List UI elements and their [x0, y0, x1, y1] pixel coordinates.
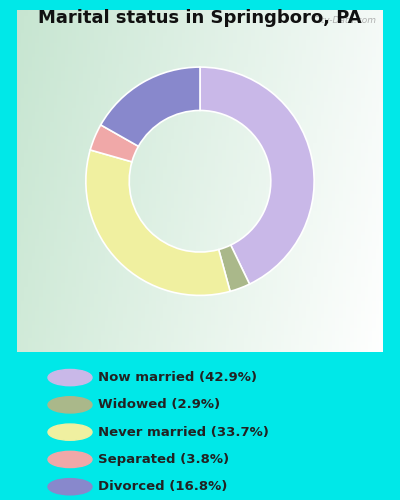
Circle shape	[48, 397, 92, 413]
Circle shape	[48, 424, 92, 440]
Text: Never married (33.7%): Never married (33.7%)	[98, 426, 269, 438]
Wedge shape	[219, 245, 250, 292]
Text: City-Data.com: City-Data.com	[313, 16, 377, 24]
Wedge shape	[86, 150, 230, 296]
Text: Separated (3.8%): Separated (3.8%)	[98, 453, 229, 466]
Text: Now married (42.9%): Now married (42.9%)	[98, 371, 257, 384]
Circle shape	[48, 478, 92, 495]
Text: Divorced (16.8%): Divorced (16.8%)	[98, 480, 227, 493]
Text: Widowed (2.9%): Widowed (2.9%)	[98, 398, 220, 411]
Wedge shape	[200, 67, 314, 284]
Circle shape	[48, 370, 92, 386]
Wedge shape	[90, 125, 138, 162]
Circle shape	[48, 452, 92, 468]
Text: Marital status in Springboro, PA: Marital status in Springboro, PA	[38, 9, 362, 27]
Wedge shape	[101, 67, 200, 146]
